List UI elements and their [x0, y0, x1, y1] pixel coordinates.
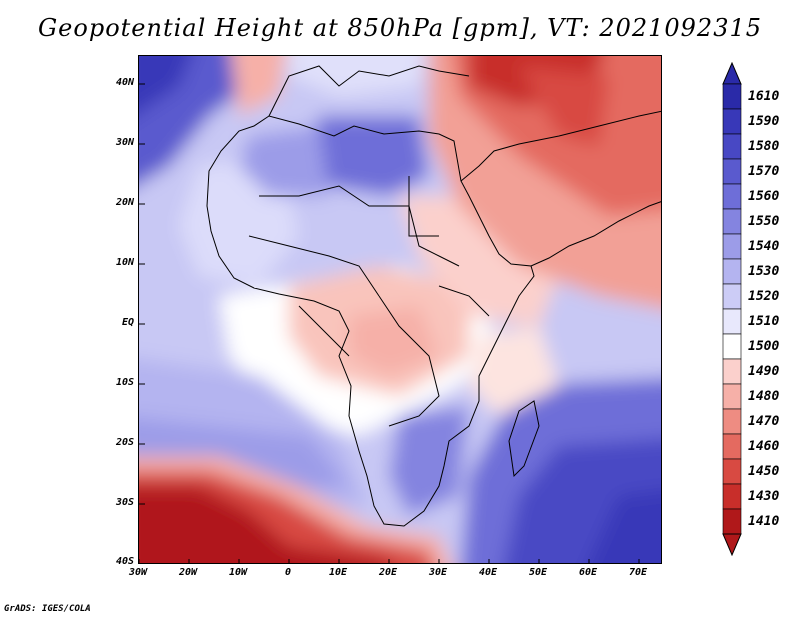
- colorbar-label: 1610: [748, 88, 780, 104]
- colorbar-label: 1550: [748, 213, 780, 229]
- lat-label-20s: 20S: [115, 437, 134, 448]
- colorbar-label: 1470: [748, 413, 780, 429]
- colorbar-swatch: [722, 358, 742, 385]
- colorbar-swatch: [722, 283, 742, 310]
- coastlines: [206, 65, 661, 527]
- lon-label-60e: 60E: [578, 567, 598, 578]
- lon-label-30e: 30E: [428, 567, 448, 578]
- colorbar-swatch: [722, 308, 742, 335]
- colorbar-label: 1520: [748, 288, 780, 304]
- colorbar-label: 1590: [748, 113, 780, 129]
- lon-label-10e: 10E: [328, 567, 348, 578]
- colorbar-label: 1410: [748, 513, 780, 529]
- lon-label-0: 0: [284, 567, 292, 578]
- lon-label-30w: 30W: [128, 567, 148, 578]
- colorbar-label: 1530: [748, 263, 780, 279]
- lat-label-20n: 20N: [115, 197, 134, 208]
- colorbar-swatches: [722, 62, 742, 556]
- colorbar-label: 1450: [748, 463, 780, 479]
- lat-label-10s: 10S: [115, 377, 134, 388]
- colorbar-swatch: [722, 108, 742, 135]
- colorbar-label: 1570: [748, 163, 780, 179]
- colorbar-swatch: [722, 333, 742, 360]
- colorbar-top-arrow: [722, 62, 742, 85]
- colorbar-label: 1540: [748, 238, 780, 254]
- colorbar-swatch: [722, 258, 742, 285]
- colorbar-label: 1480: [748, 388, 780, 404]
- chart-title: Geopotential Height at 850hPa [gpm], VT:…: [38, 14, 762, 42]
- lon-label-20e: 20E: [378, 567, 398, 578]
- map-panel: [138, 55, 662, 564]
- colorbar-bottom-arrow: [722, 533, 742, 556]
- colorbar-swatch: [722, 408, 742, 435]
- lat-label-eq: EQ: [121, 317, 134, 328]
- colorbar-swatch: [722, 508, 742, 535]
- lon-label-40e: 40E: [478, 567, 498, 578]
- colorbar-swatch: [722, 233, 742, 260]
- lon-label-70e: 70E: [628, 567, 648, 578]
- lat-label-30n: 30N: [115, 137, 134, 148]
- colorbar-swatch: [722, 458, 742, 485]
- colorbar-swatch: [722, 483, 742, 510]
- colorbar-label: 1560: [748, 188, 780, 204]
- colorbar-label: 1580: [748, 138, 780, 154]
- colorbar-swatch: [722, 158, 742, 185]
- colorbar-label: 1490: [748, 363, 780, 379]
- colorbar-swatch: [722, 433, 742, 460]
- lat-label-40s: 40S: [115, 556, 134, 567]
- lon-label-20w: 20W: [178, 567, 198, 578]
- colorbar-swatch: [722, 208, 742, 235]
- colorbar-swatch: [722, 383, 742, 410]
- lon-label-10w: 10W: [228, 567, 248, 578]
- height-field: [139, 56, 661, 563]
- colorbar-swatch: [722, 83, 742, 110]
- colorbar-label: 1460: [748, 438, 780, 454]
- colorbar-label: 1510: [748, 313, 780, 329]
- colorbar-label: 1430: [748, 488, 780, 504]
- lat-label-30s: 30S: [115, 497, 134, 508]
- colorbar: [722, 62, 742, 556]
- lat-label-40n: 40N: [115, 77, 134, 88]
- colorbar-swatch: [722, 183, 742, 210]
- axis-ticks: [139, 83, 640, 563]
- lon-label-50e: 50E: [528, 567, 548, 578]
- colorbar-swatch: [722, 133, 742, 160]
- lat-label-10n: 10N: [115, 257, 134, 268]
- colorbar-label: 1500: [748, 338, 780, 354]
- credit-text: GrADS: IGES/COLA: [4, 604, 91, 614]
